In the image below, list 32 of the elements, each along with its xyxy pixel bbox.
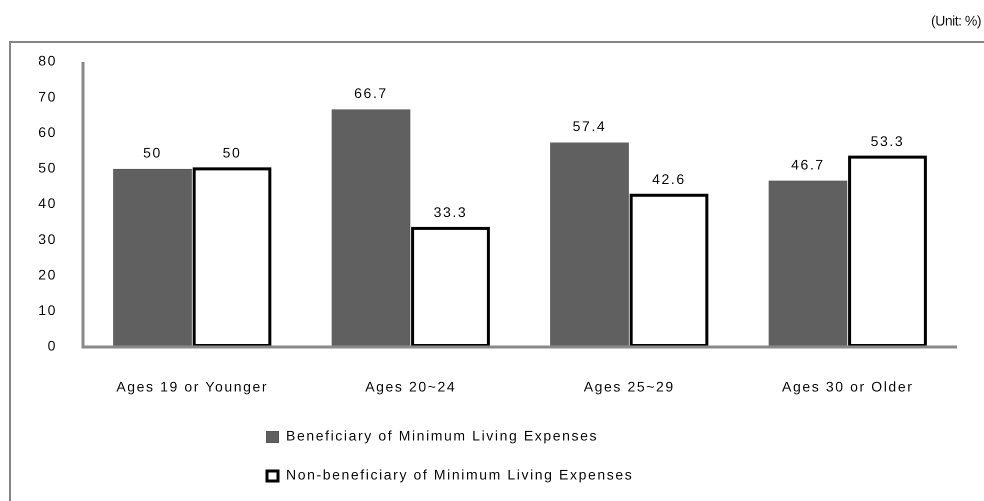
- y-tick-label: 50: [38, 160, 57, 176]
- y-tick-label: 80: [38, 52, 57, 69]
- y-tick-label: 60: [38, 124, 57, 140]
- x-tick-label: Ages 20~24: [365, 378, 456, 395]
- data-label: 50: [143, 144, 162, 161]
- bar: [332, 109, 410, 347]
- y-tick-label: 70: [38, 88, 57, 104]
- data-label: 57.4: [572, 118, 606, 134]
- data-label: 33.3: [434, 204, 468, 220]
- y-tick-label: 20: [38, 266, 57, 282]
- bar: [550, 142, 629, 347]
- data-label: 53.3: [870, 132, 904, 149]
- x-tick-label: Ages 25~29: [584, 378, 675, 395]
- bar: [411, 226, 490, 347]
- y-tick-label: 0: [48, 338, 57, 354]
- bar: [113, 168, 192, 347]
- y-tick-label: 30: [38, 230, 57, 247]
- bar: [768, 180, 848, 347]
- data-label: 42.6: [652, 170, 686, 187]
- legend-label: Non-beneficiary of Minimum Living Expenses: [286, 466, 634, 483]
- y-tick-label: 10: [38, 302, 57, 318]
- data-label: 50: [222, 144, 242, 161]
- text: (Unit: %): [931, 12, 981, 29]
- x-tick-label: Ages 30 or Older: [782, 378, 914, 395]
- legend-label: Beneficiary of Minimum Living Expenses: [286, 428, 598, 444]
- x-tick-label: Ages 19 or Younger: [116, 378, 268, 395]
- bar: [848, 156, 927, 347]
- data-label: 66.7: [354, 85, 388, 102]
- y-tick-label: 40: [38, 195, 57, 212]
- bar: [192, 167, 272, 347]
- data-label: 46.7: [791, 156, 825, 172]
- bar: [630, 194, 708, 347]
